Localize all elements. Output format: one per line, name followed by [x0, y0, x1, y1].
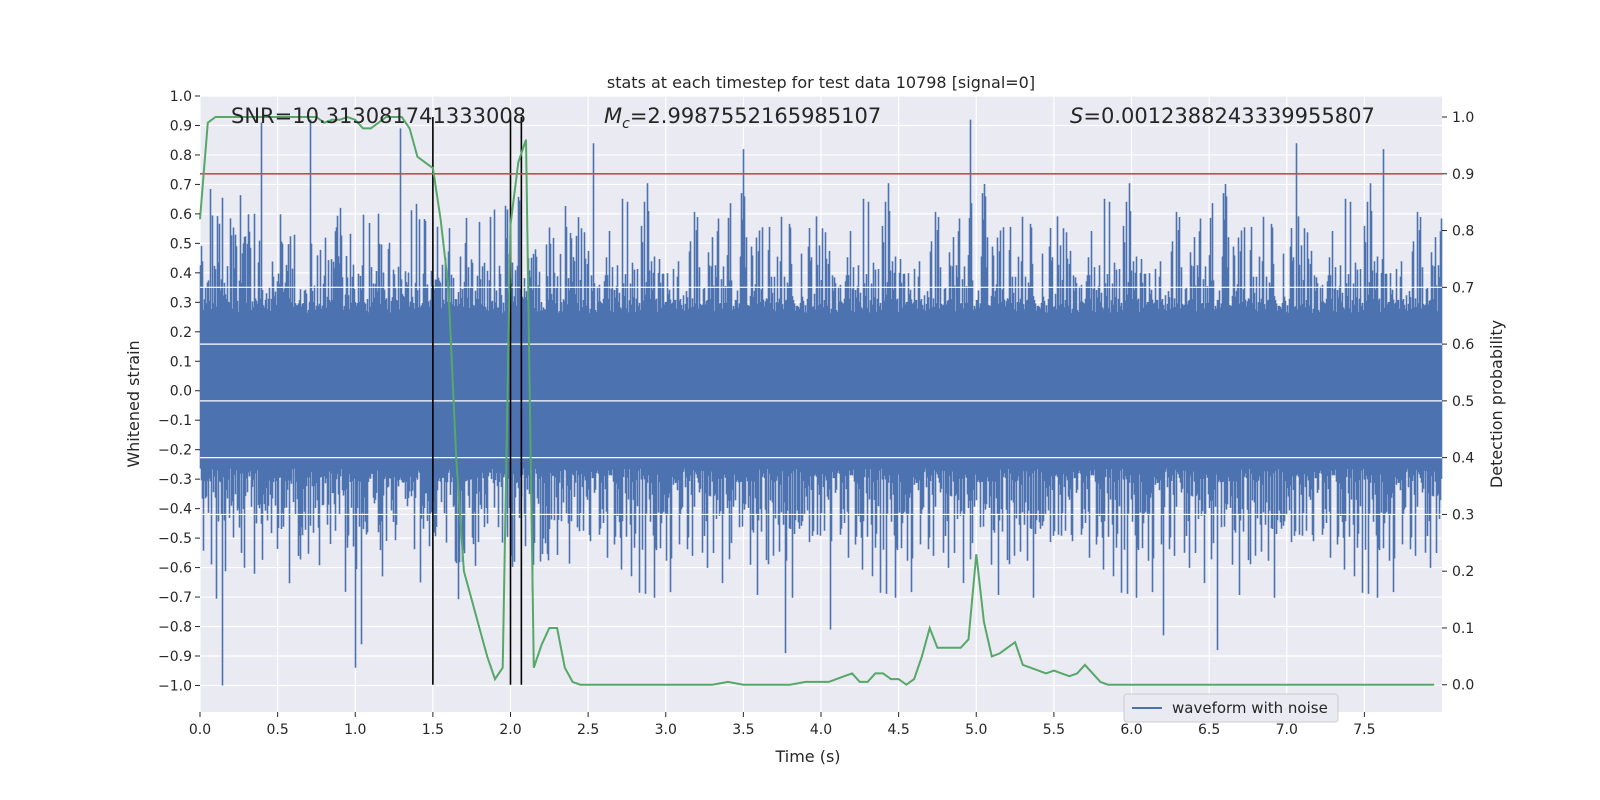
- x-tick-label: 0.5: [266, 722, 288, 738]
- y-tick-label: −1.0: [158, 678, 192, 694]
- x-tick-label: 6.5: [1198, 722, 1220, 738]
- x-axis-label: Time (s): [774, 747, 840, 766]
- x-tick-label: 7.5: [1353, 722, 1375, 738]
- detection-probability-series: [199, 115, 1435, 686]
- y-axis-label: Whitened strain: [124, 340, 143, 467]
- right-tick-label: 0.5: [1452, 394, 1474, 410]
- chirp-mass-value: =2.9987552165985107: [630, 104, 881, 128]
- y-tick-label: −0.1: [158, 413, 192, 429]
- statistic-symbol: S: [1070, 104, 1083, 128]
- y-tick-label: −0.6: [158, 561, 192, 577]
- chirp-mass-symbol: M: [604, 104, 622, 128]
- right-axis-grid: [200, 286, 1442, 516]
- y-tick-label: −0.2: [158, 443, 192, 459]
- y-tick-label: −0.8: [158, 620, 192, 636]
- statistic-value: =0.0012388243339955807: [1083, 104, 1375, 128]
- x-tick-label: 2.0: [499, 722, 521, 738]
- x-tick-label: 1.0: [344, 722, 366, 738]
- legend: waveform with noise: [1123, 693, 1339, 723]
- y-tick-label: 0.4: [170, 266, 192, 282]
- y-tick-label: −0.4: [158, 502, 192, 518]
- y-tick-label: 0.2: [170, 325, 192, 341]
- waveform-series: [199, 119, 1443, 686]
- y-tick-label: 0.8: [170, 148, 192, 164]
- y-tick-label: −0.7: [158, 590, 192, 606]
- y-tick-label: 1.0: [170, 89, 192, 105]
- chirp-mass-subscript: c: [622, 116, 630, 132]
- x-tick-label: 6.0: [1120, 722, 1142, 738]
- right-tick-label: 0.4: [1452, 451, 1474, 467]
- y-tick-label: −0.3: [158, 472, 192, 488]
- x-tick-label: 0.0: [189, 722, 211, 738]
- x-tick-label: 5.5: [1043, 722, 1065, 738]
- chirp-mass-annotation: Mc=2.9987552165985107: [604, 104, 881, 132]
- detection-probability-line: [199, 115, 1435, 686]
- event-markers: [432, 117, 523, 685]
- right-axis-ticks: 1.0 0.9 0.8 0.7 0.6 0.5 0.4 0.3 0.2 0.1 0.0: [1442, 110, 1474, 694]
- y-tick-label: 0.7: [170, 177, 192, 193]
- x-axis-ticks: 0.0 0.5 1.0 1.5 2.0 2.5 3.0 3.5 4.0 4.5 5.0 5.5 6.0 6…: [189, 712, 1376, 738]
- y-tick-label: 0.1: [170, 354, 192, 370]
- x-tick-label: 4.0: [810, 722, 832, 738]
- y-axis-ticks: 1.0 0.9 0.8 0.7 0.6 0.5 0.4 0.3 0.2 0.1 0.0 −0.1 −0.…: [158, 89, 200, 694]
- right-tick-label: 0.6: [1452, 337, 1474, 353]
- x-tick-label: 2.5: [577, 722, 599, 738]
- legend-label: waveform with noise: [1172, 699, 1328, 717]
- y-tick-label: 0.5: [170, 236, 192, 252]
- right-axis-label: Detection probability: [1487, 320, 1506, 488]
- right-tick-label: 0.9: [1452, 167, 1474, 183]
- y-tick-label: 0.6: [170, 207, 192, 223]
- right-tick-label: 0.3: [1452, 507, 1474, 523]
- y-tick-label: −0.9: [158, 649, 192, 665]
- snr-annotation: SNR=10.313081741333008: [231, 104, 526, 128]
- statistic-annotation: S=0.0012388243339955807: [1070, 104, 1375, 128]
- y-tick-label: 0.0: [170, 384, 192, 400]
- x-tick-label: 3.5: [732, 722, 754, 738]
- x-tick-label: 3.0: [655, 722, 677, 738]
- y-tick-label: 0.9: [170, 118, 192, 134]
- right-tick-label: 0.2: [1452, 564, 1474, 580]
- right-tick-label: 1.0: [1452, 110, 1474, 126]
- right-tick-label: 0.7: [1452, 280, 1474, 296]
- right-tick-label: 0.1: [1452, 621, 1474, 637]
- y-tick-label: 0.3: [170, 295, 192, 311]
- chart-title: stats at each timestep for test data 107…: [607, 73, 1035, 92]
- x-tick-label: 7.0: [1276, 722, 1298, 738]
- x-tick-label: 5.0: [965, 722, 987, 738]
- right-tick-label: 0.0: [1452, 678, 1474, 694]
- legend-box: [1123, 693, 1339, 723]
- waveform-trace: [199, 119, 1443, 686]
- x-tick-label: 4.5: [887, 722, 909, 738]
- right-tick-label: 0.8: [1452, 224, 1474, 240]
- y-tick-label: −0.5: [158, 531, 192, 547]
- x-tick-label: 1.5: [422, 722, 444, 738]
